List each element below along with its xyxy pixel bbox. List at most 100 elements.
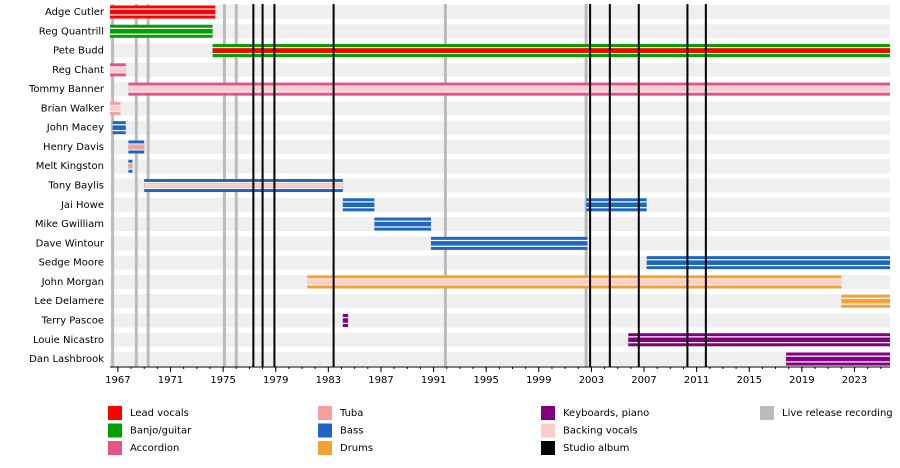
bar-divider — [110, 14, 216, 16]
row-band — [110, 62, 890, 77]
row-band — [110, 24, 890, 39]
legend-label: Keyboards, piano — [563, 408, 649, 419]
member-bar — [112, 121, 126, 135]
bar-divider — [374, 226, 431, 228]
x-tick-label: 2007 — [631, 375, 656, 386]
legend-swatch — [760, 406, 774, 420]
member-label: Reg Chant — [52, 65, 104, 76]
bar-stripe — [212, 48, 890, 53]
bar-stripe — [110, 67, 126, 73]
legend-label: Lead vocals — [130, 408, 189, 419]
bar-divider — [128, 149, 145, 151]
member-label: Adge Cutler — [45, 7, 105, 18]
bar-divider — [430, 245, 588, 247]
x-tick-label: 1995 — [473, 375, 498, 386]
bar-divider — [628, 336, 890, 338]
x-tick-label: 1999 — [526, 375, 551, 386]
member-label: Melt Kingston — [36, 161, 104, 172]
bar-divider — [128, 85, 890, 87]
bar-divider — [841, 297, 890, 299]
x-tick-label: 1975 — [210, 375, 235, 386]
bar-divider — [128, 162, 133, 164]
member-bar — [430, 236, 588, 250]
row-band — [110, 313, 890, 328]
row-band — [110, 120, 890, 135]
bar-stripe — [128, 163, 133, 169]
bar-divider — [786, 355, 890, 357]
bar-divider — [586, 201, 647, 203]
member-label: Louie Nicastro — [33, 335, 104, 346]
bar-divider — [841, 303, 890, 305]
legend-swatch — [108, 406, 122, 420]
bar-divider — [430, 239, 588, 242]
bar-divider — [110, 27, 213, 29]
bar-divider — [110, 8, 216, 10]
legend-label: Accordion — [130, 443, 179, 454]
bar-divider — [342, 322, 349, 324]
x-tick-label: 2019 — [789, 375, 814, 386]
legend-swatch — [541, 423, 555, 438]
legend-label: Bass — [340, 426, 363, 437]
legend-swatch — [108, 441, 122, 455]
row-band — [110, 197, 890, 212]
legend-label: Studio album — [563, 443, 629, 454]
member-label: Pete Budd — [53, 46, 104, 57]
x-tick-label: 2023 — [842, 375, 867, 386]
legend-swatch — [541, 406, 555, 420]
x-tick-label: 1991 — [421, 375, 446, 386]
member-bar — [342, 198, 375, 212]
member-label: Reg Quantrill — [39, 26, 104, 37]
member-label: Terry Pascoe — [41, 315, 104, 326]
member-bar — [110, 5, 216, 19]
legend-swatch — [108, 423, 122, 438]
legend-swatch — [318, 441, 332, 455]
bar-divider — [110, 66, 126, 68]
row-band — [110, 5, 890, 19]
member-bar — [586, 198, 647, 212]
bar-stripe — [110, 106, 121, 111]
bar-divider — [212, 52, 890, 55]
legend-swatch — [541, 441, 555, 455]
member-label: Henry Davis — [43, 142, 104, 153]
row-band — [110, 217, 890, 232]
bar-divider — [110, 33, 213, 35]
bar-divider — [144, 187, 343, 190]
member-label: John Macey — [46, 123, 104, 134]
bar-divider — [342, 207, 375, 209]
bar-divider — [786, 361, 890, 363]
member-label: Mike Gwilliam — [35, 219, 104, 230]
x-tick-label: 1987 — [368, 375, 393, 386]
legend-label: Backing vocals — [563, 426, 638, 437]
x-tick-label: 1967 — [105, 375, 130, 386]
bar-divider — [307, 284, 842, 286]
row-band — [110, 159, 890, 174]
x-tick-label: 1979 — [263, 375, 288, 386]
row-band — [110, 294, 890, 309]
bar-divider — [307, 278, 842, 280]
x-tick-label: 2011 — [684, 375, 709, 386]
member-bar — [110, 24, 213, 38]
bar-divider — [110, 104, 121, 107]
bar-divider — [128, 168, 133, 170]
member-label: Brian Walker — [41, 103, 105, 114]
bar-stripe — [144, 183, 343, 188]
legend-label: Tuba — [339, 408, 363, 419]
member-bar — [342, 313, 349, 327]
member-bar — [646, 256, 890, 270]
x-tick-label: 1971 — [158, 375, 183, 386]
bar-divider — [646, 264, 890, 267]
member-label: Dan Lashbrook — [29, 354, 104, 365]
bar-divider — [128, 91, 890, 93]
member-label: Tommy Banner — [28, 84, 105, 95]
bar-divider — [374, 220, 431, 222]
legend-label: Drums — [340, 443, 373, 454]
legend-label: Live release recording — [782, 408, 893, 419]
row-band — [110, 352, 890, 367]
bar-stripe — [128, 86, 890, 92]
x-tick-label: 1983 — [316, 375, 341, 386]
member-bar — [786, 352, 890, 366]
bar-stripe — [307, 279, 842, 285]
member-label: Jai Howe — [60, 200, 104, 211]
bar-divider — [112, 124, 126, 126]
